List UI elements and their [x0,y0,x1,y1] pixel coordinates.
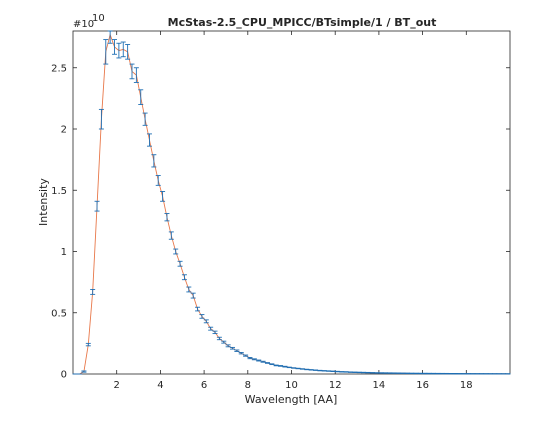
error-bar [278,366,283,367]
x-tick-label: 18 [460,380,473,391]
error-bar [269,364,274,365]
error-bar [282,366,287,367]
y-tick-label: 1.5 [51,186,67,197]
y-tick-label: 1 [61,247,67,258]
x-tick-label: 12 [329,380,342,391]
x-tick-label: 2 [114,380,120,391]
y-axis-label: Intensity [37,178,50,226]
y-multiplier-exponent: 10 [92,13,105,24]
y-axis-multiplier: #10 10 [73,13,105,30]
y-tick-label: 2 [61,125,67,136]
x-tick-label: 14 [373,380,386,391]
y-tick-label: 2.5 [51,63,67,74]
y-tick-label: 0.5 [51,308,67,319]
x-tick-label: 4 [157,380,163,391]
error-bar [265,363,270,364]
x-axis-label: Wavelength [AA] [245,393,338,406]
y-tick-label: 0 [61,370,67,381]
x-tick-label: 8 [245,380,251,391]
error-bar [274,365,279,366]
x-tick-label: 16 [416,380,429,391]
x-tick-label: 6 [201,380,207,391]
y-multiplier-base: #10 [73,19,94,30]
x-tick-label: 10 [285,380,298,391]
chart-title: McStas-2.5_CPU_MPICC/BTsimple/1 / BT_out [168,16,437,29]
